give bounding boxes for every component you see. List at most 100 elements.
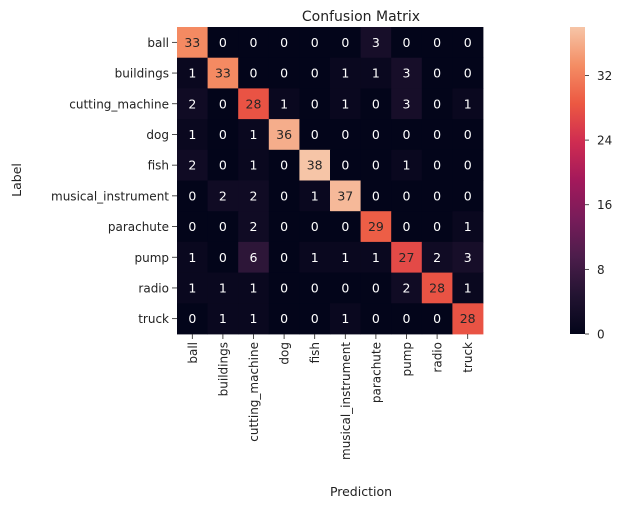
cell-value-label: 1 — [464, 280, 472, 295]
cell-value-label: 1 — [280, 96, 288, 111]
heatmap-cell — [238, 27, 270, 59]
x-tick-label: fish — [308, 342, 322, 363]
heatmap-cell — [177, 119, 208, 151]
cell-value-label: 1 — [250, 280, 258, 295]
heatmap-cell — [330, 57, 361, 89]
cell-value-label: 2 — [433, 250, 441, 265]
cell-value-label: 1 — [403, 158, 411, 173]
y-tick-label: buildings — [115, 67, 169, 81]
heatmap-cell — [360, 211, 392, 243]
heatmap-cell — [238, 180, 270, 212]
heatmap-cell — [421, 211, 453, 243]
cell-value-label: 0 — [311, 219, 319, 234]
cell-value-label: 1 — [250, 158, 258, 173]
y-tick-label: parachute — [108, 220, 169, 234]
heatmap-cell — [207, 211, 239, 243]
heatmap-cell — [452, 119, 484, 151]
heatmap-cell-labels: 33 0 0 0 0 0 3 0 0 01 33 0 0 0 1 1 3 0 02 0 28 1 0 1 0 3 0 11 0 1 36 0 0… — [184, 35, 475, 326]
cell-value-label: 0 — [311, 96, 319, 111]
x-tick-label: pump — [400, 342, 414, 377]
cell-value-label: 0 — [403, 127, 411, 142]
heatmap-cell — [452, 180, 484, 212]
cell-value-label: 29 — [368, 219, 384, 234]
cell-value-label: 0 — [311, 127, 319, 142]
heatmap-cell — [207, 180, 239, 212]
cell-value-label: 0 — [188, 311, 196, 326]
cell-value-label: 0 — [372, 188, 380, 203]
cell-value-label: 0 — [280, 188, 288, 203]
cell-value-label: 28 — [246, 96, 262, 111]
heatmap-cell — [299, 272, 331, 304]
colorbar-tick-label: 32 — [597, 69, 612, 83]
cell-value-label: 0 — [464, 127, 472, 142]
y-tick-label: dog — [146, 128, 169, 142]
heatmap-cell — [360, 57, 392, 89]
heatmap-cell — [452, 272, 484, 304]
heatmap-cell — [238, 149, 270, 181]
heatmap-cell — [391, 57, 423, 89]
heatmap-cell — [330, 119, 361, 151]
heatmap-cell — [207, 57, 239, 89]
x-tick-label: buildings — [216, 342, 230, 396]
cell-value-label: 0 — [311, 35, 319, 50]
heatmap-cell — [299, 211, 331, 243]
heatmap-cell — [360, 88, 392, 120]
cell-value-label: 0 — [311, 66, 319, 81]
cell-value-label: 1 — [250, 311, 258, 326]
cell-value-label: 0 — [311, 280, 319, 295]
cell-value-label: 36 — [276, 127, 292, 142]
heatmap-cell — [268, 88, 300, 120]
heatmap-cell — [452, 57, 484, 89]
heatmap-cell — [299, 180, 331, 212]
heatmap-cell — [452, 149, 484, 181]
heatmap-cell — [299, 119, 331, 151]
cell-value-label: 0 — [372, 158, 380, 173]
cell-value-label: 0 — [403, 311, 411, 326]
heatmap-cell — [268, 57, 300, 89]
cell-value-label: 6 — [250, 250, 258, 265]
cell-value-label: 0 — [280, 280, 288, 295]
y-tick-label: cutting_machine — [69, 97, 169, 111]
x-tick-label: cutting_machine — [247, 342, 261, 442]
cell-value-label: 1 — [188, 250, 196, 265]
cell-value-label: 1 — [372, 250, 380, 265]
cell-value-label: 0 — [250, 66, 258, 81]
heatmap-cell — [268, 119, 300, 151]
y-tick-label: truck — [138, 312, 169, 326]
heatmap-cell — [421, 303, 453, 335]
heatmap-cell — [299, 241, 331, 273]
heatmap-cell — [207, 88, 239, 120]
heatmap-cell — [391, 211, 423, 243]
heatmap-cell — [177, 88, 208, 120]
heatmap-cell — [238, 88, 270, 120]
cell-value-label: 0 — [280, 250, 288, 265]
cell-value-label: 0 — [280, 219, 288, 234]
cell-value-label: 27 — [399, 250, 415, 265]
cell-value-label: 0 — [219, 158, 227, 173]
colorbar — [570, 27, 585, 334]
heatmap-cell — [421, 241, 453, 273]
cell-value-label: 1 — [341, 311, 349, 326]
cell-value-label: 0 — [219, 250, 227, 265]
cell-value-label: 0 — [280, 311, 288, 326]
cell-value-label: 3 — [464, 250, 472, 265]
heatmap-cell — [421, 149, 453, 181]
heatmap-cell — [360, 180, 392, 212]
heatmap-cell — [360, 149, 392, 181]
cell-value-label: 0 — [464, 158, 472, 173]
heatmap-cell — [421, 88, 453, 120]
cell-value-label: 0 — [433, 35, 441, 50]
heatmap-cell — [177, 241, 208, 273]
x-axis-title: Prediction — [330, 484, 392, 499]
heatmap-cell — [177, 180, 208, 212]
cell-value-label: 0 — [219, 219, 227, 234]
cell-value-label: 1 — [219, 280, 227, 295]
y-tick-label: musical_instrument — [51, 189, 169, 203]
cell-value-label: 3 — [372, 35, 380, 50]
heatmap-cell — [268, 27, 300, 59]
heatmap-cell — [299, 27, 331, 59]
heatmap-cell — [421, 27, 453, 59]
heatmap-cells — [177, 27, 484, 335]
cell-value-label: 0 — [403, 188, 411, 203]
heatmap-cell — [330, 149, 361, 181]
